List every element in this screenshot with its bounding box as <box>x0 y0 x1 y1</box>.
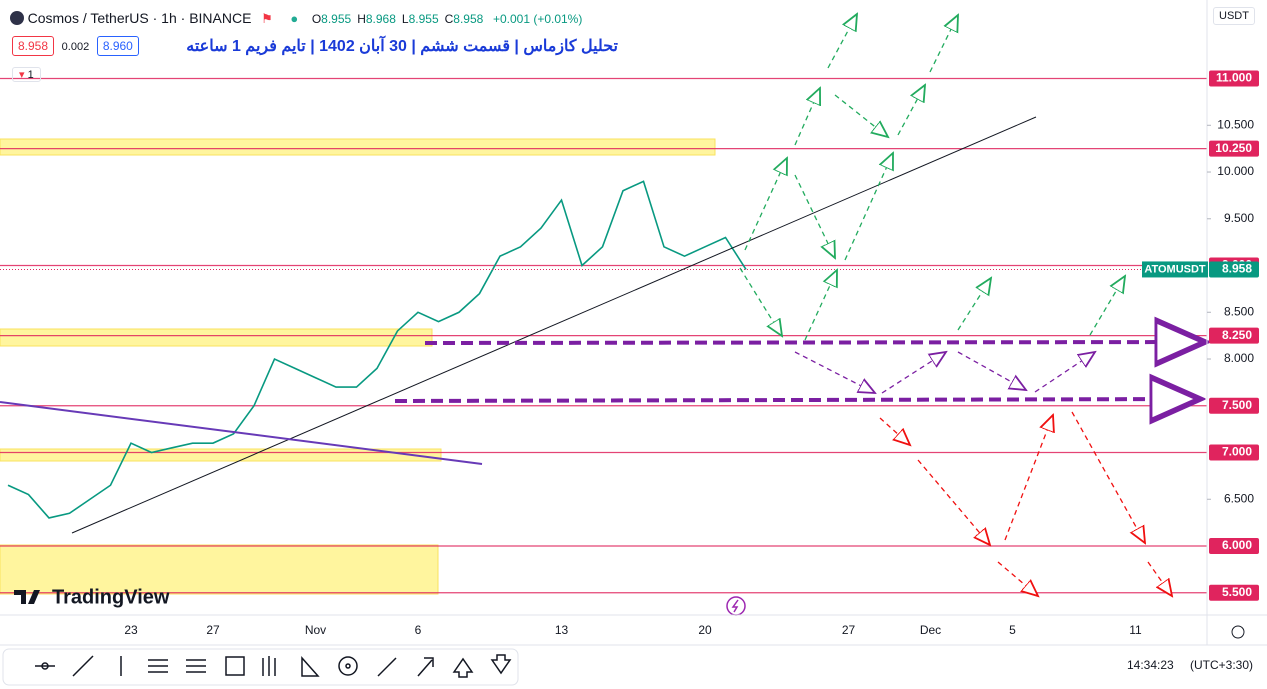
x-tick-label: 27 <box>206 623 220 637</box>
zone <box>0 138 716 156</box>
zones <box>0 138 716 595</box>
support-line <box>394 399 1200 401</box>
currency-menu: USDT <box>1213 7 1255 25</box>
brand-name: TradingView <box>52 586 170 608</box>
price <box>0 180 1207 519</box>
level-badge <box>1209 538 1259 555</box>
tool-icons[interactable] <box>35 654 512 678</box>
currency[interactable]: USDT <box>1213 7 1255 25</box>
change: +0.001 (+0.01%) <box>492 12 583 26</box>
level-label: 6.000 <box>1222 538 1252 552</box>
indicator-count: 1 <box>27 69 34 81</box>
price-line <box>7 180 747 519</box>
last-price-label: 8.958 <box>1222 262 1252 276</box>
x-tick-label: 5 <box>1009 623 1016 637</box>
level-badge <box>1209 140 1259 157</box>
y-tick-label: 9.500 <box>1224 211 1254 225</box>
sell-price[interactable]: 8.958 <box>12 36 55 56</box>
axes: 10.500 10.000 9.500 8.500 8.000 6.500 23 27 Nov 6… <box>124 70 1259 637</box>
level-label: 8.250 <box>1222 328 1252 342</box>
ohlc-value: 8.955 <box>321 12 352 26</box>
ohlc-key: C <box>444 12 454 26</box>
x-tick-label: 20 <box>698 623 712 637</box>
y-tick-label: 10.000 <box>1217 164 1254 178</box>
level-badge <box>1209 584 1259 601</box>
level-label: 11.000 <box>1216 71 1252 85</box>
symbol[interactable]: Cosmos / TetherUS · 1h · BINANCE <box>27 10 252 26</box>
last-price-badge <box>1209 261 1259 278</box>
annotation-title: تحلیل کازماس | قسمت ششم | 30 آبان 1402 |… <box>186 38 618 55</box>
x-tick-label: 23 <box>124 623 138 637</box>
range-scenario <box>794 352 1095 393</box>
status: ● <box>290 11 299 26</box>
trade-buttons: 8.958 0.002 8.960 <box>12 36 139 56</box>
y-tick-label: 10.500 <box>1217 117 1254 131</box>
level-label: 7.500 <box>1222 398 1252 412</box>
ohlc-key: H <box>357 12 366 26</box>
flag: ⚑ <box>261 11 273 26</box>
level-badge <box>1209 397 1259 414</box>
symbol-line: Cosmos / TetherUS · 1h · BINANCE ⚑ ● O8.… <box>10 10 582 27</box>
event-icon[interactable] <box>726 596 746 616</box>
level-label: 5.500 <box>1222 585 1252 599</box>
y-tick-label: 8.000 <box>1224 351 1254 365</box>
x-tick-label: Nov <box>305 623 326 637</box>
levels <box>0 77 1207 594</box>
level-badge <box>1209 444 1259 461</box>
zone <box>0 544 439 595</box>
ohlc-key: O <box>311 12 322 26</box>
bear-scenario <box>879 411 1172 596</box>
support-line <box>424 342 1205 343</box>
indicator-toggle[interactable]: ▾ 1 <box>12 67 41 82</box>
y-tick-label: 8.500 <box>1224 304 1254 318</box>
spread: 0.002 <box>61 41 90 53</box>
level-label: 7.000 <box>1222 445 1252 459</box>
ohlc-key: L <box>401 12 409 26</box>
series-name: ATOMUSDT <box>1144 263 1206 275</box>
trend-line <box>0 401 483 465</box>
y-tick-label: 6.500 <box>1224 491 1254 505</box>
x-tick-label: 6 <box>415 623 422 637</box>
trend-line <box>71 116 1037 534</box>
ohlc: O8.955 H8.968 L8.955 C8.958 <box>312 12 490 26</box>
level-badge <box>1209 327 1259 344</box>
settings-icon[interactable] <box>1231 625 1245 639</box>
x-tick-label: 11 <box>1129 623 1142 637</box>
symbol-icon <box>10 11 24 25</box>
indicators: ▾ 1 <box>12 66 41 82</box>
ohlc-value: 8.958 <box>453 12 484 26</box>
ohlc-value: 8.955 <box>408 12 439 26</box>
toolbar: 14:34:23 (UTC+3:30) <box>2 625 1253 686</box>
last-price-badge <box>1142 261 1208 278</box>
x-tick-label: 27 <box>842 623 856 637</box>
clock: 14:34:23 <box>1127 658 1174 672</box>
ohlc-value: 8.968 <box>365 12 396 26</box>
x-tick-label: 13 <box>555 623 569 637</box>
timezone[interactable]: (UTC+3:30) <box>1190 658 1253 672</box>
level-label: 10.250 <box>1215 141 1252 155</box>
zone <box>0 328 433 347</box>
brand: TradingView <box>14 586 170 608</box>
drawings <box>0 14 1205 616</box>
event-icon <box>731 599 739 613</box>
toolbar-frame <box>2 648 519 686</box>
x-tick-label: Dec <box>920 623 941 637</box>
level-badge <box>1209 70 1259 87</box>
bull-scenario <box>739 14 1125 341</box>
logo <box>14 590 40 604</box>
buy-price[interactable]: 8.960 <box>96 36 139 56</box>
